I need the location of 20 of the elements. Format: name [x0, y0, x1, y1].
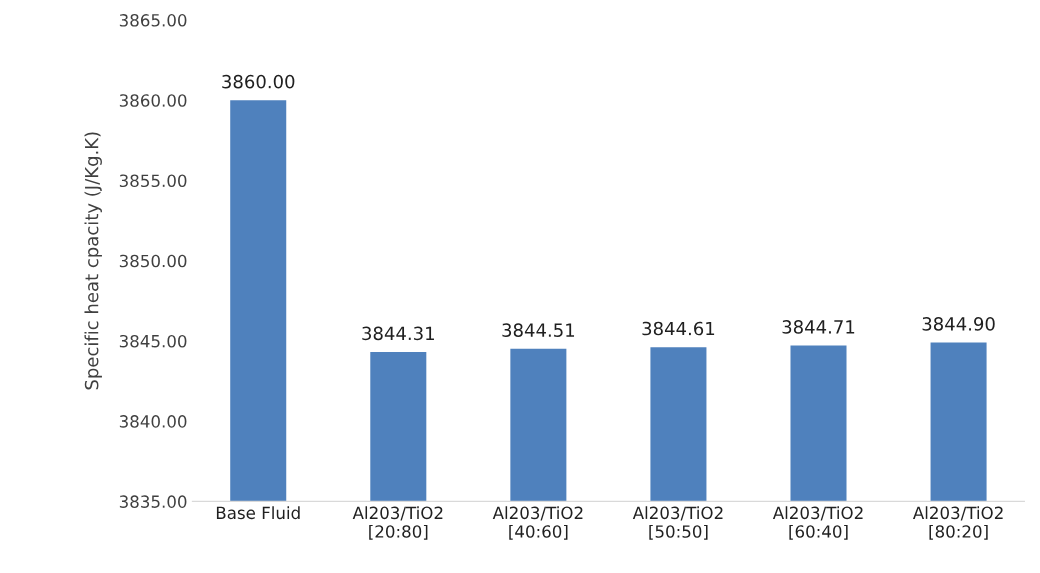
y-tick-label: 3835.00 — [119, 495, 187, 508]
y-tick-label: 3865.00 — [119, 14, 187, 27]
y-tick-label: 3855.00 — [119, 174, 187, 188]
x-tick-label: Al203/TiO2 [50:50] — [632, 506, 723, 540]
data-label: 3844.31 — [362, 326, 434, 341]
y-tick-label: 3845.00 — [119, 334, 187, 348]
data-label: 3844.71 — [782, 320, 855, 334]
x-tick-label: Base Fluid — [216, 506, 300, 520]
y-tick-label: 3840.00 — [119, 415, 187, 428]
data-label: 3860.00 — [222, 74, 295, 89]
x-tick-label: Al203/TiO2 [60:40] — [772, 506, 863, 540]
y-axis-title: Specific heat cpacity (J/Kg.K) — [84, 132, 102, 390]
x-tick-label: Al203/TiO2 [20:80] — [352, 506, 443, 540]
x-tick-label: Al203/TiO2 [40:60] — [492, 506, 583, 540]
data-label: 3844.61 — [642, 321, 715, 336]
x-tick-label: Al203/TiO2 [80:20] — [912, 506, 1003, 540]
y-tick-label: 3860.00 — [119, 94, 187, 107]
data-label: 3844.90 — [922, 317, 995, 331]
data-label: 3844.51 — [502, 323, 575, 337]
y-tick-label: 3850.00 — [119, 254, 187, 268]
